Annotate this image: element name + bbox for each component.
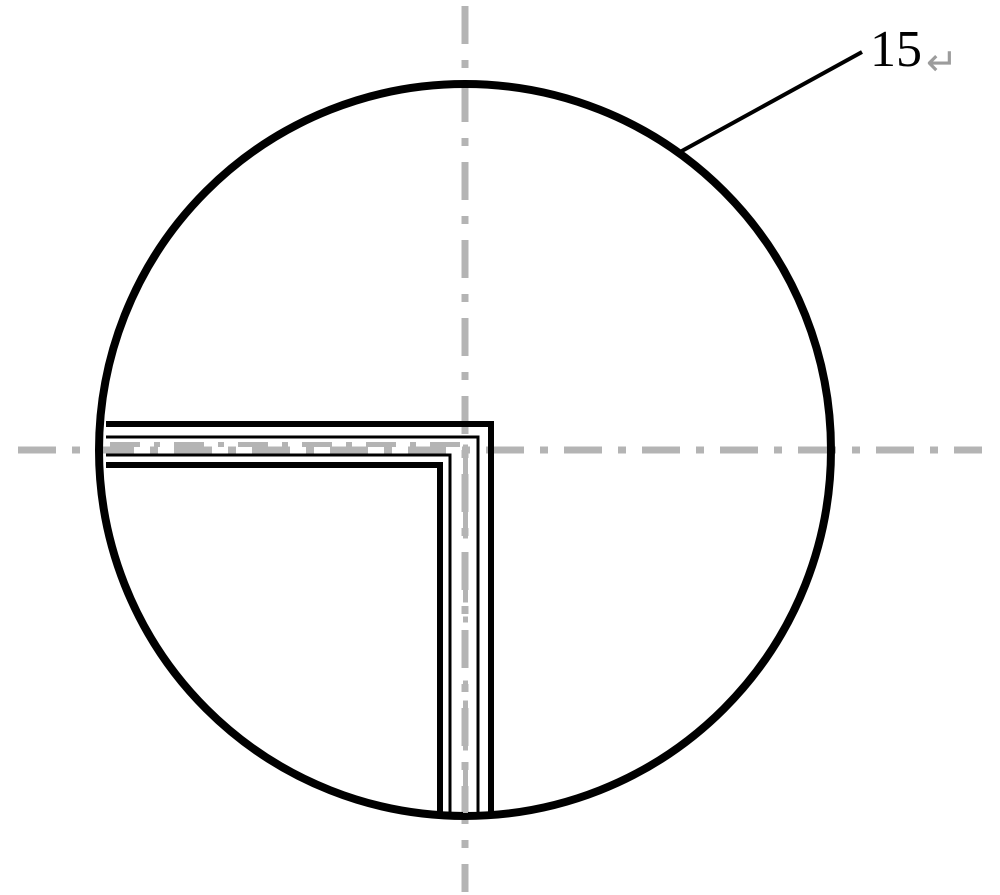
- diagram-stage: 15↵: [0, 0, 1000, 895]
- l-channel-outer-outline: [106, 424, 491, 815]
- callout-label-15: 15↵: [870, 20, 958, 85]
- l-channel-outer-thin: [106, 437, 478, 815]
- l-channel-inner-thin: [106, 455, 450, 812]
- callout-number: 15: [870, 21, 922, 78]
- return-arrow-glyph: ↵: [926, 42, 958, 84]
- diagram-svg: [0, 0, 1000, 895]
- leader-line: [680, 52, 862, 152]
